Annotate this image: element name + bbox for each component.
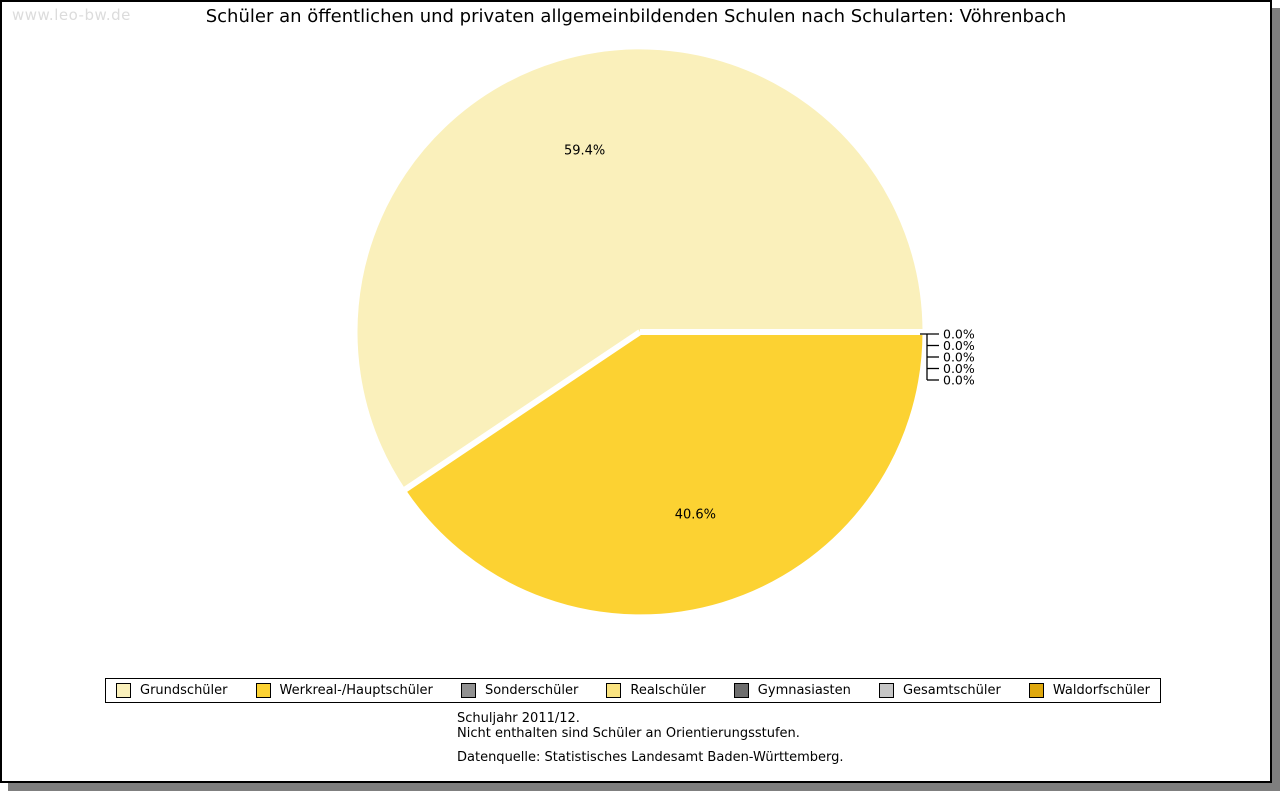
legend: Grundschüler Werkreal-/Hauptschüler Sonder…: [105, 678, 1161, 703]
legend-item-5: Gesamtschüler: [878, 683, 1001, 698]
footnote-orientierungsstufen: Nicht enthalten sind Schüler an Orientie…: [457, 726, 800, 741]
slice-value-label: 59.4%: [564, 143, 605, 158]
zero-slice-label: 0.0%: [943, 350, 975, 365]
pie-chart: 59.4%40.6%0.0%0.0%0.0%0.0%0.0%: [357, 49, 975, 615]
footnote-datenquelle: Datenquelle: Statistisches Landesamt Bad…: [457, 750, 844, 765]
legend-swatch: [116, 683, 131, 698]
watermark: www.leo-bw.de: [12, 6, 131, 24]
legend-label: Gymnasiasten: [757, 683, 851, 698]
legend-label: Grundschüler: [140, 683, 228, 698]
chart-title: Schüler an öffentlichen und privaten all…: [205, 6, 1067, 27]
zero-slice-label: 0.0%: [943, 327, 975, 342]
footnote-schuljahr: Schuljahr 2011/12.: [457, 711, 580, 726]
legend-swatch: [1028, 683, 1044, 698]
legend-swatch: [255, 683, 271, 698]
footnotes: Schuljahr 2011/12. Nicht enthalten sind …: [457, 711, 844, 765]
slice-separator: [402, 329, 642, 493]
legend-item-0: Grundschüler: [116, 683, 228, 698]
legend-label: Werkreal-/Hauptschüler: [279, 683, 433, 698]
zero-slice-label: 0.0%: [943, 361, 975, 376]
legend-swatch: [460, 683, 476, 698]
legend-item-3: Realschüler: [606, 683, 706, 698]
legend-label: Realschüler: [630, 683, 706, 698]
legend-item-1: Werkreal-/Hauptschüler: [255, 683, 433, 698]
zero-slice-label: 0.0%: [943, 373, 975, 388]
legend-swatch: [606, 683, 622, 698]
legend-swatch: [733, 683, 749, 698]
legend-label: Sonderschüler: [484, 683, 579, 698]
legend-item-6: Waldorfschüler: [1028, 683, 1150, 698]
zero-slice-label: 0.0%: [943, 338, 975, 353]
slice-value-label: 40.6%: [675, 508, 716, 523]
pie-slice-1: [405, 331, 923, 615]
legend-label: Waldorfschüler: [1052, 683, 1150, 698]
legend-label: Gesamtschüler: [902, 683, 1001, 698]
legend-item-2: Sonderschüler: [460, 683, 579, 698]
legend-swatch: [878, 683, 894, 698]
legend-item-4: Gymnasiasten: [733, 683, 851, 698]
pie-slice-0: [357, 49, 923, 490]
